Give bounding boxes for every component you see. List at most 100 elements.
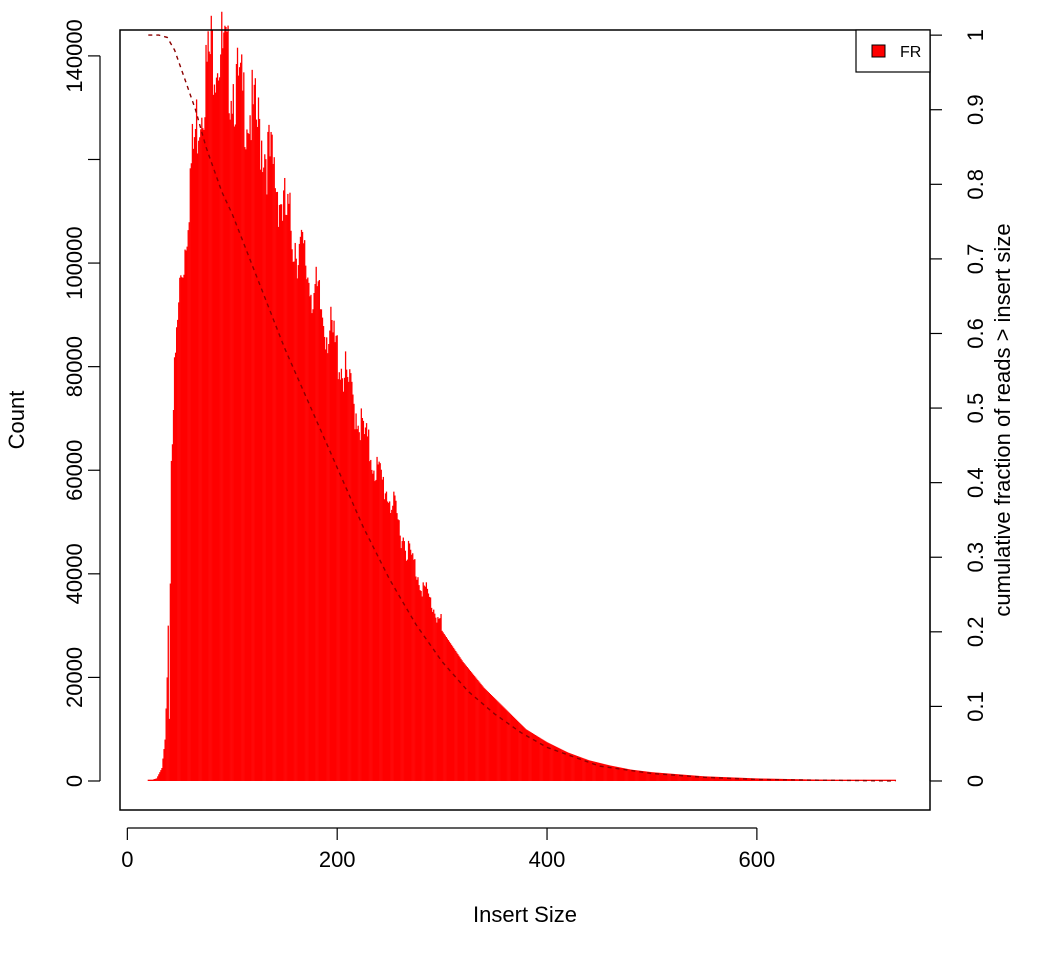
histogram-bar bbox=[647, 771, 649, 781]
histogram-bar bbox=[724, 777, 727, 781]
histogram-bar bbox=[294, 242, 296, 781]
histogram-bar bbox=[251, 69, 253, 781]
histogram-bar bbox=[843, 779, 845, 781]
histogram-bar bbox=[642, 771, 645, 781]
histogram-bar bbox=[226, 31, 228, 781]
histogram-bar bbox=[622, 768, 625, 781]
histogram-bar bbox=[673, 773, 675, 781]
histogram-bar bbox=[699, 776, 701, 781]
histogram-bar bbox=[618, 767, 621, 781]
histogram-bar bbox=[755, 778, 757, 781]
histogram-bar bbox=[869, 779, 871, 781]
histogram-bar bbox=[671, 773, 673, 781]
histogram-bar bbox=[478, 681, 480, 781]
histogram-bar bbox=[310, 294, 312, 781]
histogram-bar bbox=[190, 163, 192, 781]
histogram-bar bbox=[387, 502, 390, 781]
histogram-bar bbox=[771, 778, 774, 781]
y-axis-label: Count bbox=[4, 391, 29, 450]
histogram-bar bbox=[723, 777, 726, 781]
histogram-bar bbox=[256, 126, 259, 781]
histogram-bar bbox=[202, 128, 204, 781]
histogram-bar bbox=[756, 778, 758, 781]
histogram-bar bbox=[611, 765, 613, 781]
histogram-bar bbox=[725, 777, 728, 781]
histogram-bar bbox=[631, 769, 633, 781]
histogram-bar bbox=[566, 751, 568, 781]
histogram-bar bbox=[510, 714, 513, 781]
histogram-bar bbox=[380, 469, 382, 781]
histogram-bar bbox=[795, 779, 797, 781]
histogram-bar bbox=[837, 779, 839, 781]
histogram-bar bbox=[579, 757, 582, 781]
histogram-bar bbox=[199, 137, 201, 781]
histogram-bar bbox=[668, 773, 670, 781]
histogram-bar bbox=[706, 776, 709, 781]
histogram-bar bbox=[826, 779, 828, 781]
histogram-bar bbox=[892, 779, 894, 781]
histogram-bar bbox=[685, 774, 688, 781]
histogram-bar bbox=[344, 351, 347, 781]
histogram-bar bbox=[501, 705, 503, 781]
histogram-bar bbox=[577, 756, 580, 781]
histogram-bar bbox=[369, 461, 371, 781]
legend-box bbox=[855, 29, 931, 73]
histogram-bar bbox=[210, 15, 212, 781]
histogram-bar bbox=[481, 685, 483, 781]
histogram-bar bbox=[426, 588, 429, 781]
histogram-bar bbox=[215, 77, 218, 781]
histogram-bar bbox=[534, 735, 537, 781]
histogram-bar bbox=[266, 194, 268, 781]
histogram-bar bbox=[448, 641, 451, 781]
histogram-bar bbox=[811, 779, 814, 781]
histogram-bar bbox=[789, 779, 792, 781]
histogram-bar bbox=[363, 434, 366, 781]
histogram-bar bbox=[285, 214, 287, 781]
histogram-bar bbox=[591, 761, 593, 781]
histogram-bar bbox=[493, 698, 496, 781]
histogram-bar bbox=[171, 444, 174, 781]
histogram-bar bbox=[423, 585, 425, 781]
y2-tick-label: 0.1 bbox=[963, 691, 988, 722]
histogram-bar bbox=[471, 673, 474, 781]
histogram-bar bbox=[810, 779, 813, 781]
histogram-bar bbox=[168, 718, 170, 781]
histogram-bar bbox=[164, 739, 166, 781]
histogram-bar bbox=[719, 776, 721, 781]
histogram-bar bbox=[152, 779, 155, 781]
histogram-bar bbox=[390, 513, 392, 781]
legend-label-fr: FR bbox=[900, 44, 921, 61]
histogram-bar bbox=[216, 73, 219, 781]
histogram-bar bbox=[536, 736, 539, 781]
histogram-bar bbox=[676, 774, 678, 781]
histogram-bar bbox=[414, 559, 416, 781]
histogram-bar bbox=[160, 770, 162, 781]
histogram-bar bbox=[828, 779, 830, 781]
histogram-bar bbox=[874, 779, 877, 781]
histogram-bar bbox=[664, 773, 667, 781]
histogram-bar bbox=[412, 553, 414, 781]
histogram-bar bbox=[375, 479, 377, 781]
histogram-bar bbox=[404, 550, 407, 781]
histogram-bar bbox=[764, 778, 766, 781]
histogram-bar bbox=[174, 352, 177, 781]
histogram-bar bbox=[684, 774, 687, 781]
histogram-bar bbox=[614, 766, 616, 781]
histogram-bar bbox=[275, 192, 277, 781]
histogram-bar bbox=[467, 668, 469, 781]
histogram-bar bbox=[429, 597, 432, 781]
histogram-bar bbox=[398, 520, 400, 781]
histogram-bar bbox=[593, 761, 595, 781]
histogram-bar bbox=[763, 778, 765, 781]
histogram-bar bbox=[422, 582, 424, 781]
histogram-bar bbox=[393, 491, 395, 781]
histogram-bar bbox=[560, 748, 562, 781]
histogram-bar bbox=[497, 701, 499, 781]
histogram-bar bbox=[242, 90, 244, 781]
histogram-bar bbox=[565, 751, 567, 781]
histogram-bar bbox=[696, 775, 698, 781]
histogram-bar bbox=[322, 326, 325, 781]
histogram-bar bbox=[400, 548, 402, 781]
histogram-bar bbox=[188, 222, 190, 781]
